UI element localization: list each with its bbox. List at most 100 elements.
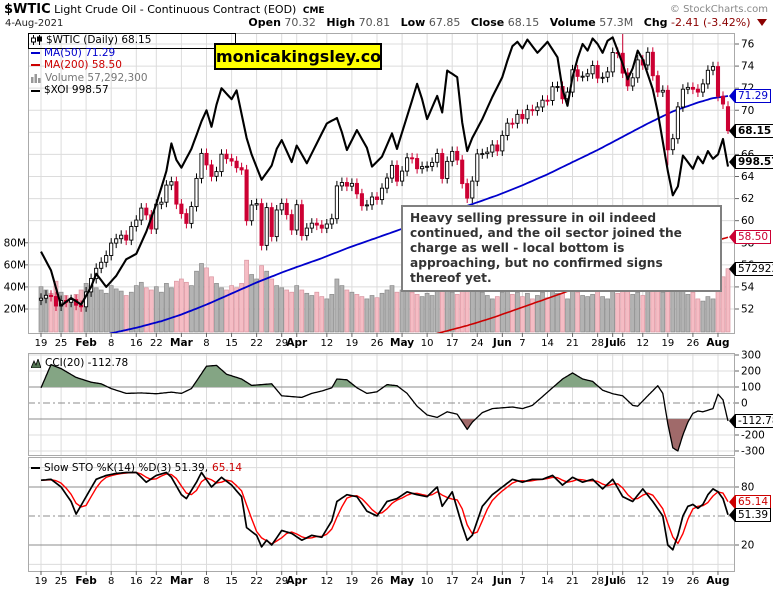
svg-text:60M: 60M bbox=[4, 259, 26, 271]
ohlc-quote-row: Open 70.32 High 70.81 Low 67.85 Close 68… bbox=[241, 16, 767, 29]
svg-text:Apr: Apr bbox=[286, 337, 308, 349]
chg-value: -2.41 (-3.42%) bbox=[671, 16, 751, 29]
svg-text:15: 15 bbox=[225, 338, 238, 349]
sto-legend-label: Slow STO %K(14) %D(3) 51.39, bbox=[44, 462, 209, 474]
svg-text:20M: 20M bbox=[4, 304, 26, 316]
axis-badge: 68.15 bbox=[729, 123, 773, 138]
chg-label: Chg bbox=[643, 16, 668, 29]
svg-text:300: 300 bbox=[741, 350, 761, 362]
svg-text:19: 19 bbox=[661, 576, 674, 587]
svg-text:16: 16 bbox=[130, 576, 143, 587]
svg-text:52: 52 bbox=[741, 304, 754, 316]
line-icon bbox=[31, 467, 40, 469]
axis-badge: 65.14 bbox=[729, 494, 772, 509]
axis-badge: 51.39 bbox=[729, 507, 772, 522]
volume-value: 57.3M bbox=[599, 16, 634, 29]
svg-text:21: 21 bbox=[566, 338, 579, 349]
svg-text:Mar: Mar bbox=[170, 575, 194, 587]
annotation-box: Heavy selling pressure in oil indeed con… bbox=[401, 205, 722, 292]
svg-text:16: 16 bbox=[130, 338, 143, 349]
svg-text:6: 6 bbox=[620, 576, 626, 587]
svg-text:19: 19 bbox=[35, 338, 48, 349]
svg-text:100: 100 bbox=[741, 382, 761, 394]
svg-text:70: 70 bbox=[741, 105, 754, 117]
svg-text:28: 28 bbox=[591, 338, 604, 349]
sto-legend: Slow STO %K(14) %D(3) 51.39, 65.14 bbox=[31, 462, 242, 474]
svg-text:6: 6 bbox=[620, 338, 626, 349]
high-value: 70.81 bbox=[358, 16, 391, 29]
stockcharts-credit: © StockCharts.com bbox=[669, 4, 768, 15]
svg-text:Jul: Jul bbox=[604, 575, 620, 587]
svg-text:Jun: Jun bbox=[492, 575, 512, 587]
svg-text:29: 29 bbox=[275, 338, 288, 349]
axis-badge: 58.50 bbox=[729, 230, 772, 245]
svg-text:64: 64 bbox=[741, 171, 755, 183]
svg-text:0: 0 bbox=[741, 398, 748, 410]
svg-text:May: May bbox=[390, 575, 414, 587]
legend-label-ma200: MA(200) 58.50 bbox=[44, 59, 122, 72]
main-chart-legend: $WTIC (Daily) 68.15 MA(50) 71.29 MA(200)… bbox=[31, 34, 151, 97]
line-icon bbox=[31, 89, 40, 92]
svg-text:12: 12 bbox=[320, 576, 333, 587]
legend-label-xoi: $XOI 998.57 bbox=[44, 84, 109, 97]
svg-text:29: 29 bbox=[275, 576, 288, 587]
line-icon bbox=[31, 64, 40, 67]
volume-label: Volume bbox=[549, 16, 596, 29]
watermark-banner: monicakingsley.co bbox=[214, 43, 382, 70]
svg-text:19: 19 bbox=[346, 576, 359, 587]
legend-label-volume: Volume 57,292,300 bbox=[45, 71, 148, 84]
svg-text:19: 19 bbox=[661, 338, 674, 349]
svg-text:22: 22 bbox=[250, 576, 263, 587]
svg-text:May: May bbox=[390, 337, 414, 349]
svg-text:22: 22 bbox=[150, 576, 163, 587]
legend-selection-box bbox=[28, 33, 236, 49]
svg-text:26: 26 bbox=[371, 576, 384, 587]
svg-text:60: 60 bbox=[741, 215, 754, 227]
svg-text:26: 26 bbox=[687, 338, 700, 349]
svg-text:28: 28 bbox=[591, 576, 604, 587]
legend-item-volume: Volume 57,292,300 bbox=[31, 72, 151, 85]
svg-text:26: 26 bbox=[371, 338, 384, 349]
svg-text:7: 7 bbox=[519, 338, 525, 349]
svg-text:10: 10 bbox=[421, 338, 434, 349]
close-value: 68.15 bbox=[507, 16, 540, 29]
svg-text:19: 19 bbox=[346, 338, 359, 349]
svg-text:40M: 40M bbox=[4, 281, 26, 293]
svg-text:12: 12 bbox=[636, 576, 649, 587]
area-icon bbox=[31, 358, 41, 368]
svg-text:15: 15 bbox=[225, 576, 238, 587]
svg-text:24: 24 bbox=[471, 576, 484, 587]
svg-text:80M: 80M bbox=[4, 237, 26, 249]
svg-text:74: 74 bbox=[741, 61, 755, 73]
svg-text:8: 8 bbox=[203, 576, 209, 587]
svg-text:76: 76 bbox=[741, 39, 755, 51]
legend-label-wtic: $WTIC (Daily) 68.15 bbox=[46, 34, 152, 46]
svg-text:21: 21 bbox=[566, 576, 579, 587]
legend-item-ma50: MA(50) 71.29 bbox=[31, 47, 151, 60]
cci-legend-label: CCI(20) -112.78 bbox=[45, 357, 129, 369]
chart-title-row: $WTIC Light Crude Oil - Continuous Contr… bbox=[4, 2, 325, 17]
line-icon bbox=[31, 51, 40, 54]
symbol: $WTIC bbox=[4, 2, 51, 17]
high-label: High bbox=[326, 16, 356, 29]
svg-text:Jun: Jun bbox=[492, 337, 512, 349]
svg-text:-200: -200 bbox=[741, 430, 765, 442]
svg-text:Aug: Aug bbox=[706, 575, 729, 587]
chg-down-arrow-icon bbox=[757, 19, 767, 26]
exchange-label: CME bbox=[302, 6, 325, 16]
sto-legend-label-d: 65.14 bbox=[212, 462, 243, 474]
axis-badge: 71.29 bbox=[729, 89, 772, 103]
candlestick-icon bbox=[31, 35, 42, 46]
svg-text:25: 25 bbox=[55, 576, 68, 587]
svg-text:17: 17 bbox=[446, 576, 459, 587]
svg-text:80: 80 bbox=[741, 482, 754, 494]
legend-item-ma200: MA(200) 58.50 bbox=[31, 59, 151, 72]
svg-text:Jul: Jul bbox=[604, 337, 620, 349]
low-label: Low bbox=[400, 16, 426, 29]
svg-text:7: 7 bbox=[519, 576, 525, 587]
legend-item-xoi: $XOI 998.57 bbox=[31, 84, 151, 97]
svg-text:14: 14 bbox=[541, 338, 554, 349]
svg-text:-300: -300 bbox=[741, 446, 765, 458]
